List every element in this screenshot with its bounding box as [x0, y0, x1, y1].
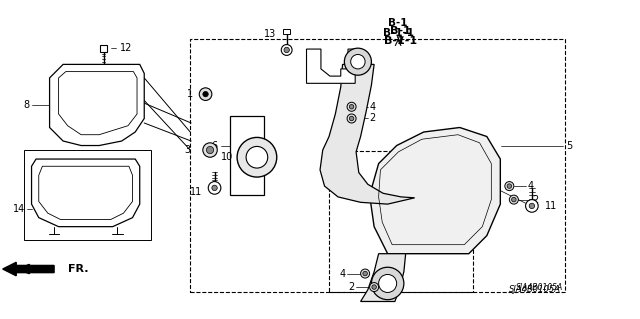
Text: 5: 5 — [566, 141, 572, 151]
Text: 7: 7 — [359, 53, 365, 63]
Polygon shape — [360, 254, 406, 301]
Circle shape — [511, 197, 516, 202]
Text: 2: 2 — [370, 114, 376, 123]
Text: 11: 11 — [189, 187, 202, 197]
Text: 1: 1 — [187, 89, 193, 99]
Text: B-1-1: B-1-1 — [383, 28, 413, 38]
Bar — [283, 29, 291, 34]
Circle shape — [363, 271, 367, 276]
Text: SJA4B0105A: SJA4B0105A — [516, 284, 563, 293]
Circle shape — [372, 285, 376, 289]
Text: 8: 8 — [24, 100, 29, 110]
Polygon shape — [307, 49, 355, 83]
Circle shape — [351, 55, 365, 69]
Circle shape — [237, 137, 276, 177]
Circle shape — [529, 203, 534, 209]
Bar — [190, 39, 565, 292]
Circle shape — [505, 182, 514, 190]
Bar — [24, 150, 150, 240]
Text: 11: 11 — [545, 201, 557, 211]
Text: 4: 4 — [370, 102, 376, 112]
Text: B-1-1: B-1-1 — [384, 35, 417, 46]
Circle shape — [349, 105, 354, 109]
Text: B-1: B-1 — [388, 18, 408, 28]
Polygon shape — [320, 64, 415, 204]
Circle shape — [379, 274, 397, 293]
Polygon shape — [49, 64, 144, 145]
Circle shape — [370, 283, 379, 292]
Circle shape — [203, 143, 217, 157]
Text: 2: 2 — [348, 282, 355, 292]
Circle shape — [525, 200, 538, 212]
Bar — [100, 45, 108, 52]
Circle shape — [507, 184, 511, 188]
Circle shape — [281, 45, 292, 56]
Bar — [230, 116, 264, 195]
Circle shape — [344, 48, 371, 75]
Text: 2: 2 — [532, 195, 538, 204]
Circle shape — [203, 92, 208, 97]
Polygon shape — [370, 128, 500, 254]
Text: FR.: FR. — [68, 264, 88, 274]
Circle shape — [207, 146, 214, 154]
FancyArrow shape — [3, 262, 54, 276]
Circle shape — [212, 185, 217, 190]
Text: SJA4B0105A: SJA4B0105A — [509, 285, 561, 294]
Text: 4: 4 — [527, 181, 534, 191]
Circle shape — [584, 76, 640, 134]
Text: 12: 12 — [120, 43, 132, 53]
Polygon shape — [31, 159, 140, 227]
Circle shape — [509, 195, 518, 204]
Circle shape — [360, 269, 370, 278]
Circle shape — [349, 116, 354, 121]
Text: 6: 6 — [211, 141, 217, 152]
Circle shape — [596, 89, 629, 121]
Bar — [329, 151, 473, 292]
Text: 10: 10 — [221, 152, 234, 162]
Text: 13: 13 — [264, 29, 276, 39]
Circle shape — [347, 102, 356, 111]
Circle shape — [208, 182, 221, 194]
Circle shape — [347, 114, 356, 123]
Circle shape — [199, 88, 212, 100]
Text: 14: 14 — [13, 204, 25, 214]
Text: B-1: B-1 — [390, 26, 411, 36]
Circle shape — [284, 47, 289, 53]
Text: 3: 3 — [184, 145, 190, 155]
Circle shape — [371, 267, 404, 300]
Text: 4: 4 — [339, 269, 345, 278]
Circle shape — [246, 146, 268, 168]
